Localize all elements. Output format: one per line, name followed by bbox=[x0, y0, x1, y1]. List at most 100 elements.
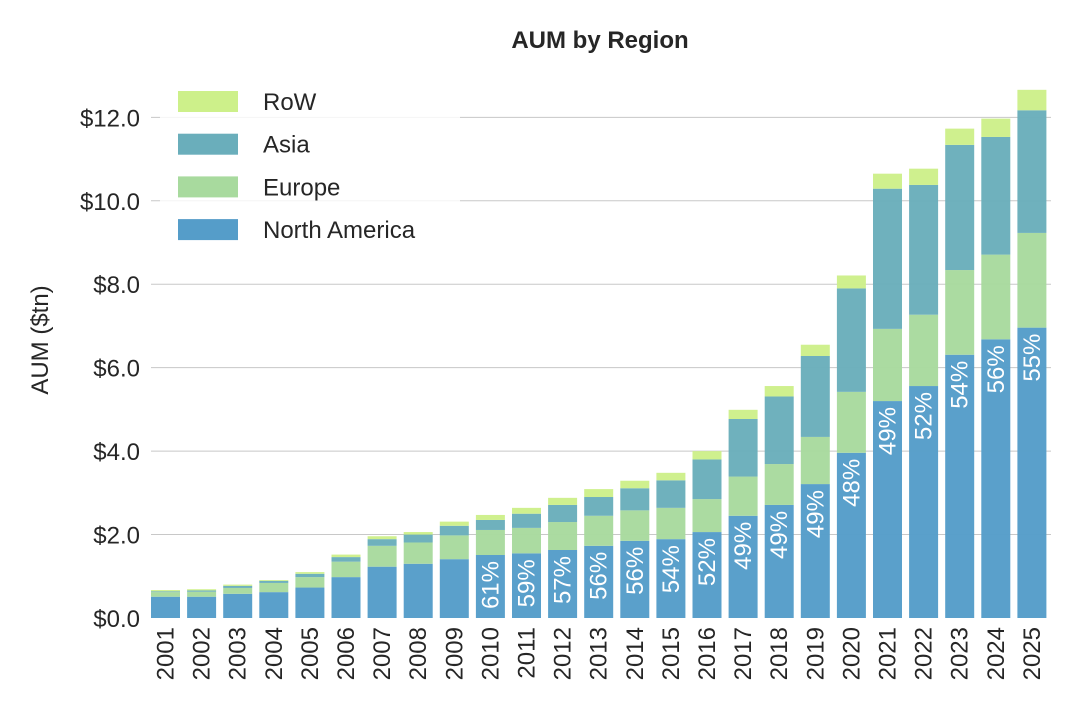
bar-segment-row bbox=[367, 536, 397, 540]
legend: RoW Asia Europe North America bbox=[160, 80, 460, 252]
percentage-label: 57% bbox=[550, 556, 577, 604]
bar-segment-europe bbox=[259, 582, 289, 593]
y-axis-label: AUM ($tn) bbox=[27, 285, 54, 394]
bar-segment-asia bbox=[512, 513, 541, 528]
legend-swatch bbox=[178, 133, 238, 155]
x-axis-ticks: 2001 2002 2003 2004 2005 2006 2007 2008 2009 2010… bbox=[153, 627, 1046, 680]
x-tick-label: 2011 bbox=[514, 627, 541, 679]
bar-segment-europe bbox=[439, 535, 469, 560]
x-tick-label: 2007 bbox=[369, 627, 396, 680]
bar-segment-north-america bbox=[800, 484, 830, 618]
bar-segment-north-america bbox=[223, 593, 253, 618]
bar-segment-europe bbox=[728, 476, 758, 516]
bar-segment-row bbox=[295, 572, 325, 574]
legend-swatch bbox=[178, 176, 238, 198]
x-tick-label: 2022 bbox=[911, 627, 938, 680]
bar-segment-asia bbox=[548, 504, 578, 523]
y-tick-label: $8.0 bbox=[93, 272, 140, 299]
bar-segment-north-america bbox=[764, 504, 794, 618]
bar-segment-row bbox=[223, 584, 253, 586]
bar-segment-row bbox=[584, 489, 614, 498]
bar-segment-europe bbox=[331, 561, 361, 578]
bar-segment-row bbox=[403, 532, 433, 535]
bar-segment-asia bbox=[187, 590, 217, 592]
bar-segment-europe bbox=[800, 436, 830, 485]
x-tick-label: 2021 bbox=[875, 627, 902, 680]
x-tick-label: 2006 bbox=[333, 627, 360, 680]
bar-segment-asia bbox=[945, 144, 975, 271]
bar-segment-row bbox=[331, 554, 361, 558]
bar-segment-north-america bbox=[475, 555, 505, 618]
bar-segment-north-america bbox=[1017, 327, 1047, 618]
bar-segment-row bbox=[836, 275, 866, 289]
bar-segment-row bbox=[475, 514, 505, 520]
x-tick-label: 2012 bbox=[550, 627, 577, 680]
percentage-label: 49% bbox=[766, 511, 793, 559]
bar-segment-north-america bbox=[512, 553, 541, 618]
percentage-label: 49% bbox=[802, 490, 829, 538]
bar-segment-north-america bbox=[728, 515, 758, 618]
x-tick-label: 2003 bbox=[225, 627, 252, 680]
y-tick-label: $2.0 bbox=[93, 523, 140, 550]
bar-segment-north-america bbox=[620, 540, 650, 618]
x-tick-label: 2023 bbox=[947, 627, 974, 680]
x-tick-label: 2020 bbox=[838, 627, 865, 680]
bar-segment-asia bbox=[1017, 110, 1047, 233]
bars bbox=[151, 89, 1047, 618]
x-tick-label: 2002 bbox=[189, 627, 216, 680]
percentage-label: 54% bbox=[658, 545, 685, 593]
y-axis-ticks: $0.0 $2.0 $4.0 $6.0 $8.0 $10.0 $12.0 bbox=[80, 105, 140, 633]
percentage-label: 56% bbox=[586, 552, 613, 600]
bar-segment-europe bbox=[909, 314, 939, 387]
legend-swatch bbox=[178, 219, 238, 241]
y-tick-label: $6.0 bbox=[93, 356, 140, 383]
bar-segment-europe bbox=[764, 464, 794, 505]
bar-segment-row bbox=[187, 589, 217, 591]
bar-segment-europe bbox=[692, 499, 722, 533]
percentage-label: 56% bbox=[983, 345, 1010, 393]
y-tick-label: $10.0 bbox=[80, 189, 140, 216]
legend-label: North America bbox=[263, 217, 416, 244]
bar-segment-north-america bbox=[259, 592, 289, 618]
bar-segment-europe bbox=[223, 587, 253, 594]
bar-segment-row bbox=[512, 507, 541, 514]
x-tick-label: 2016 bbox=[694, 627, 721, 680]
bar-segment-asia bbox=[259, 580, 289, 583]
y-tick-label: $4.0 bbox=[93, 439, 140, 466]
bar-segment-north-america bbox=[981, 339, 1011, 618]
y-tick-label: $12.0 bbox=[80, 105, 140, 132]
bar-segment-north-america bbox=[836, 452, 866, 618]
bar-segment-europe bbox=[1017, 232, 1047, 328]
bar-segment-europe bbox=[151, 592, 180, 597]
bar-segment-asia bbox=[403, 534, 433, 543]
bar-segment-europe bbox=[945, 270, 975, 355]
percentage-label: 52% bbox=[911, 392, 938, 440]
bar-segment-asia bbox=[295, 573, 325, 578]
x-tick-label: 2009 bbox=[441, 627, 468, 680]
bar-segment-europe bbox=[475, 529, 505, 556]
legend-label: Asia bbox=[263, 132, 310, 159]
percentage-label: 49% bbox=[730, 522, 757, 570]
bar-segment-row bbox=[981, 118, 1011, 137]
bar-segment-row bbox=[692, 451, 722, 460]
bar-segment-asia bbox=[584, 497, 614, 516]
percentage-label: 61% bbox=[477, 561, 504, 609]
bar-segment-north-america bbox=[403, 563, 433, 618]
bar-segment-row bbox=[151, 590, 180, 592]
percentage-labels: 61% 59% 57% 56% 56% 54% 52% 49% 49% 49% 48% 49% 52% 5… bbox=[477, 334, 1046, 609]
bar-segment-asia bbox=[764, 396, 794, 465]
bar-segment-row bbox=[620, 480, 650, 489]
bar-segment-asia bbox=[909, 184, 939, 315]
bar-segment-asia bbox=[367, 539, 397, 546]
percentage-label: 49% bbox=[875, 407, 902, 455]
x-tick-label: 2015 bbox=[658, 627, 685, 680]
bar-segment-row bbox=[656, 472, 686, 481]
bar-segment-row bbox=[800, 344, 830, 356]
bar-segment-asia bbox=[620, 488, 650, 511]
bar-segment-asia bbox=[692, 459, 722, 500]
bar-segment-asia bbox=[981, 136, 1011, 255]
bar-segment-europe bbox=[512, 527, 541, 554]
bar-segment-north-america bbox=[367, 566, 397, 618]
legend-swatch bbox=[178, 91, 238, 112]
